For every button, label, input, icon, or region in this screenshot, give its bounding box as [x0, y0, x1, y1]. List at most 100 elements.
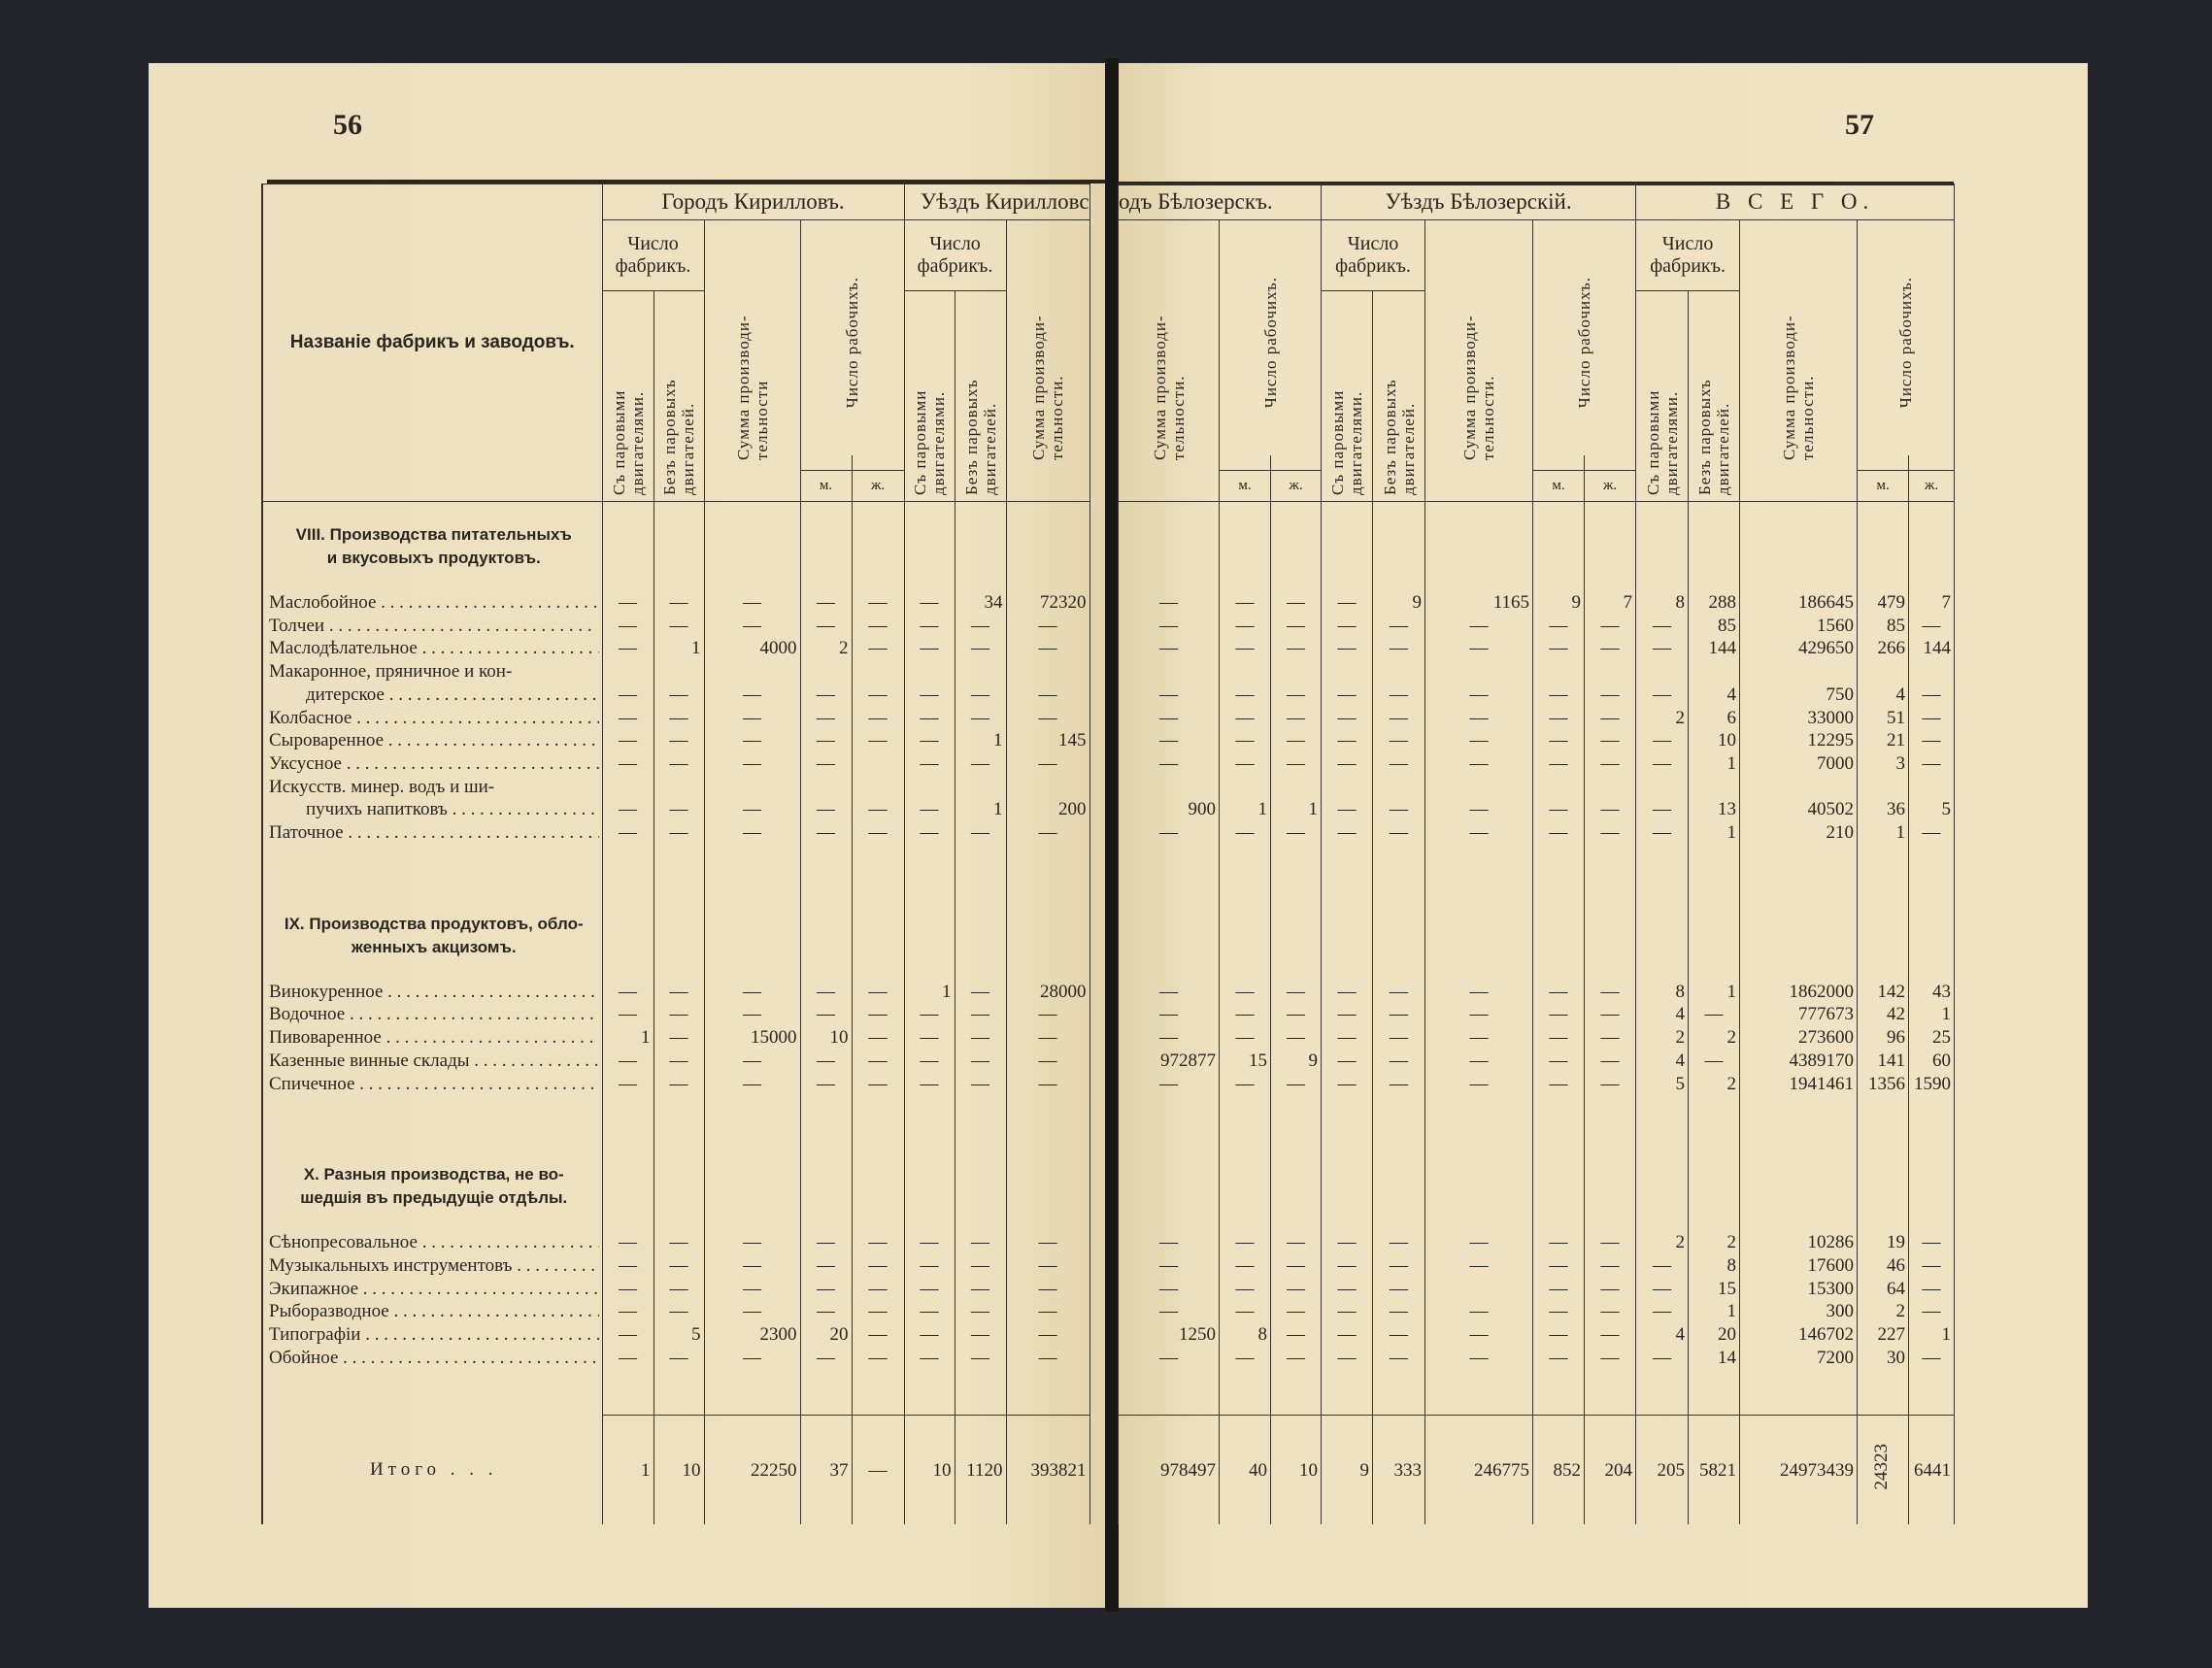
data-cell: — [601, 660, 654, 707]
data-cell: — [601, 1253, 654, 1278]
table-row: Искусств. минер. водъ и ши-пучихъ напитк… [261, 775, 1090, 822]
spacer-cell [1270, 1163, 1322, 1211]
data-cell: — [1372, 1049, 1425, 1073]
data-cell: 978497 [1118, 1415, 1220, 1525]
data-cell: — [903, 637, 955, 661]
data-cell: 4 [1688, 660, 1740, 707]
factory-name: Уксусное [261, 751, 603, 776]
data-cell: — [903, 1003, 955, 1027]
data-cell: — [903, 1231, 955, 1254]
data-cell: — [703, 614, 801, 638]
data-cell: — [1424, 1072, 1533, 1096]
spacer-cell [1372, 1163, 1425, 1211]
spacer-cell [261, 455, 603, 523]
data-cell: — [1372, 614, 1425, 638]
data-cell: 144 [1688, 637, 1740, 661]
data-cell: — [1584, 1323, 1636, 1347]
spacer-row [261, 1210, 1090, 1232]
spacer-cell [954, 523, 1007, 570]
spacer-cell [851, 912, 905, 959]
spacer-cell [799, 1210, 853, 1232]
data-cell: — [1321, 591, 1373, 615]
factory-name: Сыроваренное [261, 729, 603, 752]
data-cell: — [1219, 1072, 1271, 1096]
section-heading-line: X. Разныя производства, не во- [303, 1165, 564, 1184]
spacer-cell [601, 1095, 654, 1164]
data-cell: — [653, 1049, 705, 1073]
data-cell: — [903, 1026, 955, 1050]
spacer-cell [1219, 1210, 1271, 1232]
data-cell: — [653, 821, 705, 845]
data-cell: — [1532, 729, 1585, 752]
data-cell: — [1005, 1049, 1090, 1073]
table-row: Колбасное———————— [261, 706, 1090, 730]
factory-name-line: Сѣнопресовальное [269, 1231, 599, 1254]
data-cell: 1862000 [1739, 980, 1858, 1004]
spacer-cell [261, 1210, 603, 1232]
spacer-cell [601, 1210, 654, 1232]
spacer-cell [1532, 455, 1585, 523]
spacer-cell [1118, 570, 1220, 591]
spacer-row [1118, 1095, 1955, 1164]
section-heading-row: IX. Производства продуктовъ, обло-женных… [261, 912, 1090, 959]
data-cell: — [601, 1277, 654, 1301]
table-row: — — — — — — — — —1 7000 3— [1118, 751, 1955, 776]
data-cell: — [1372, 821, 1425, 845]
spacer-cell [1739, 844, 1858, 913]
data-cell: 34 [954, 591, 1007, 615]
factory-name-line: Казенные винные склады [269, 1050, 599, 1073]
header-workers: Число рабочихъ. [843, 276, 861, 409]
data-cell: — [703, 775, 801, 822]
data-cell: — [1908, 706, 1955, 730]
data-cell: — [1270, 614, 1322, 638]
spacer-cell [1118, 844, 1220, 913]
data-cell: 10 [1688, 729, 1740, 752]
spacer-cell [851, 958, 905, 981]
spacer-cell [703, 1095, 801, 1164]
data-cell: — [1532, 1253, 1585, 1278]
spacer-cell [1857, 455, 1909, 523]
factory-name-line: Сыроваренное [269, 729, 599, 752]
spacer-cell [703, 1369, 801, 1416]
data-cell: 40 [1219, 1415, 1271, 1525]
spacer-row [261, 455, 1090, 523]
table-row: — — — — — — — — —10 12295 21— [1118, 729, 1955, 752]
data-cell: — [1219, 751, 1271, 776]
table-row: Макаронное, пряничное и кон-дитерское———… [261, 660, 1090, 707]
data-cell: — [1372, 706, 1425, 730]
data-cell: 750 [1739, 660, 1858, 707]
spacer-cell [1908, 1210, 1955, 1232]
left-table-body: VIII. Производства питательныхъ и вкусовы… [261, 455, 1090, 1525]
table-row: Водочное———————— [261, 1003, 1090, 1027]
data-cell: 1120 [954, 1415, 1007, 1525]
data-cell: 24973439 [1739, 1415, 1858, 1525]
table-row: — — — — — — — — —1 300 2— [1118, 1300, 1955, 1324]
data-cell: 1 [1688, 980, 1740, 1004]
data-cell: 60 [1908, 1049, 1955, 1073]
data-cell: — [903, 660, 955, 707]
data-cell: 186645 [1739, 591, 1858, 615]
factory-name-line: Макаронное, пряничное и кон- [269, 661, 513, 683]
right-table-body: — — — —9 1165 9 7 8 288 186645 479 7— — — — — — — — —85 1560… [1118, 455, 1955, 1525]
data-cell: — [1321, 660, 1373, 707]
data-cell: — [799, 1231, 853, 1254]
data-cell: 972877 [1118, 1049, 1220, 1073]
data-cell: — [1270, 591, 1322, 615]
spacer-row [261, 570, 1090, 591]
data-cell: 1 [954, 775, 1007, 822]
spacer-cell [1739, 523, 1858, 570]
spacer-cell [1688, 1210, 1740, 1232]
spacer-cell [1005, 844, 1090, 913]
data-cell: — [1532, 1323, 1585, 1347]
spacer-cell [1688, 1369, 1740, 1416]
spacer-cell [601, 1163, 654, 1211]
data-cell: — [1270, 1346, 1322, 1370]
data-cell: — [653, 729, 705, 752]
data-cell: — [851, 706, 905, 730]
spacer-cell [1739, 1210, 1858, 1232]
table-row: — — — — — — — —8 1 1862000 142 43 [1118, 980, 1955, 1004]
data-cell: — [1219, 1253, 1271, 1278]
spacer-row [261, 844, 1090, 913]
spacer-cell [703, 1163, 801, 1211]
data-cell: — [851, 614, 905, 638]
